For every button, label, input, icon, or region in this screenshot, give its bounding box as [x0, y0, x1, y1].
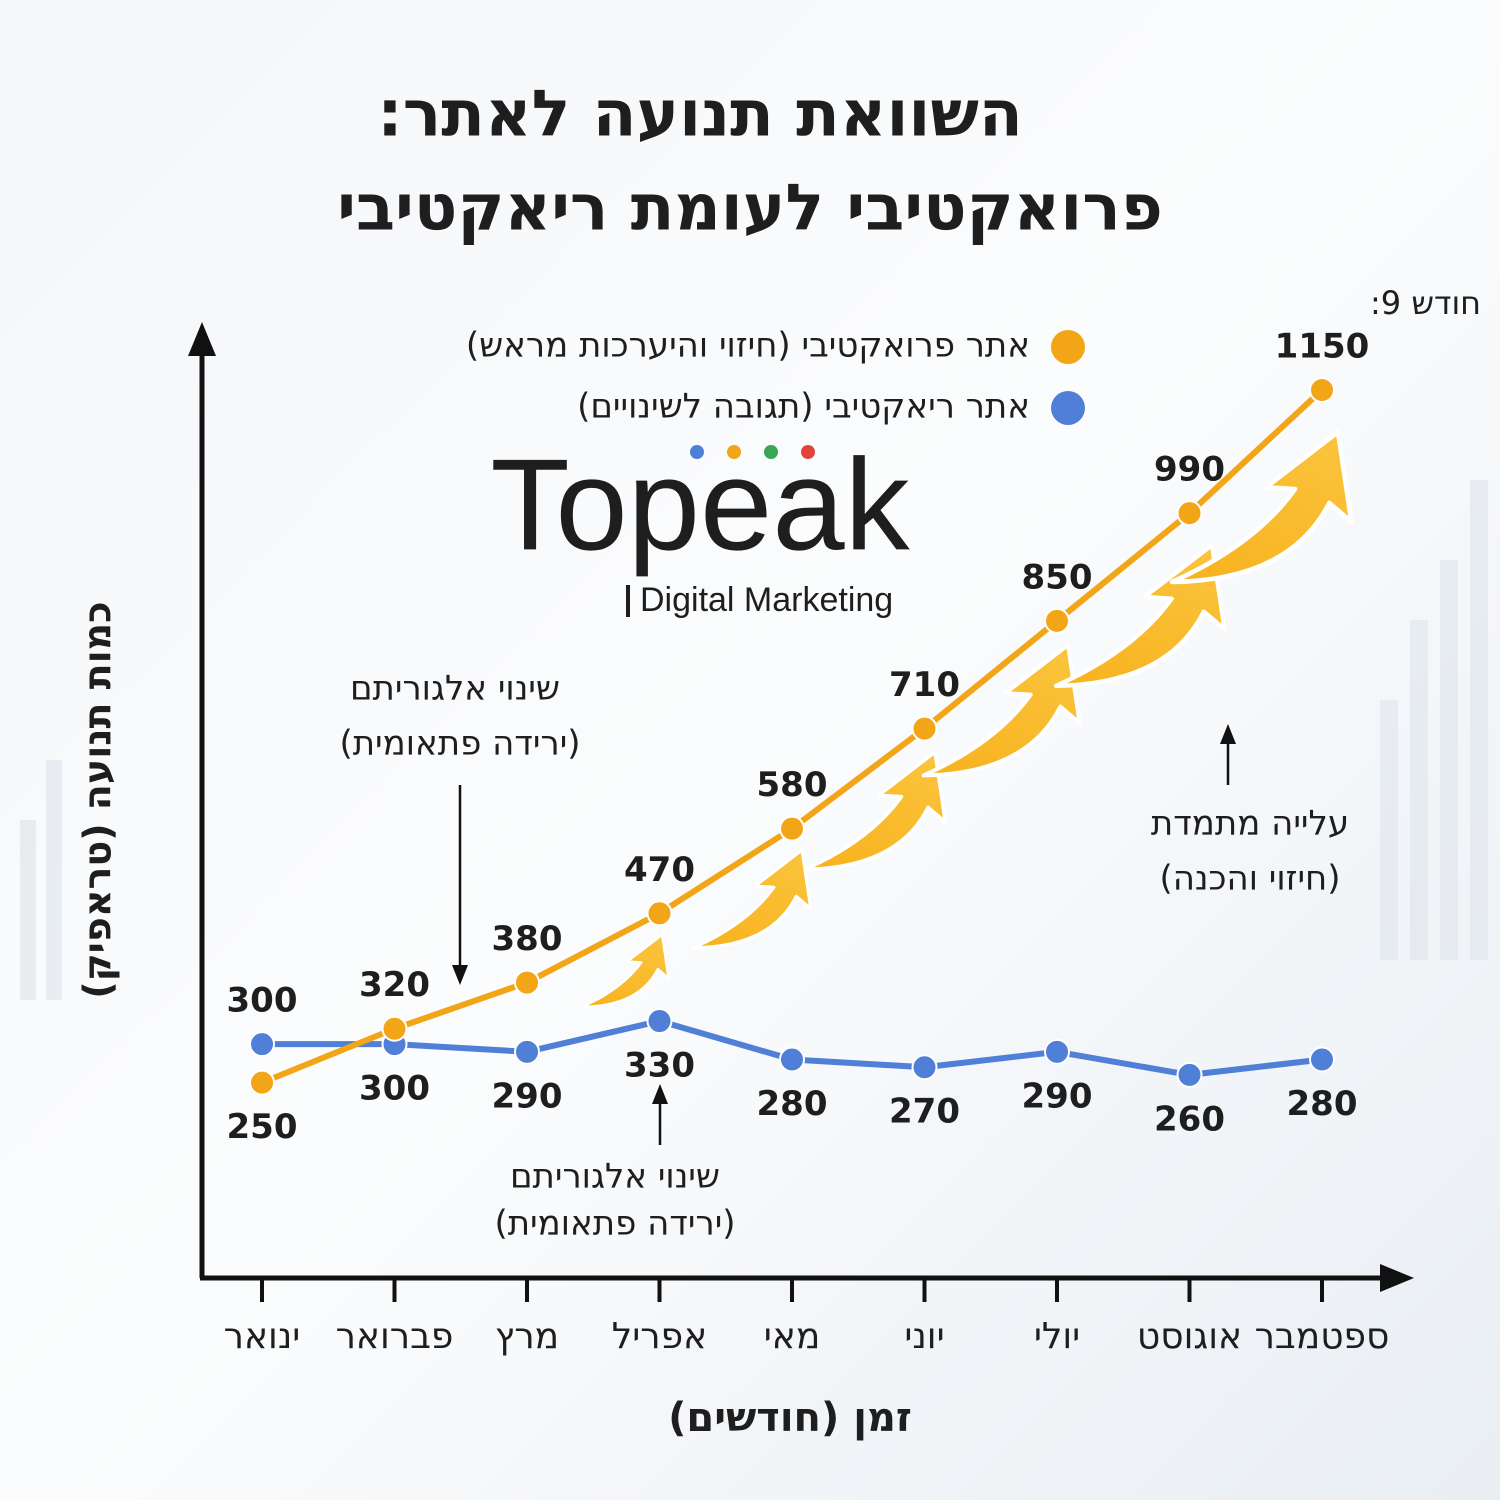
data-label: 470	[624, 850, 695, 890]
annotation-sub: (ירידה פתאומית)	[494, 1204, 735, 1244]
legend-label: אתר פרואקטיבי (חיזוי והיערכות מראש)	[466, 326, 1030, 366]
legend-marker	[1051, 391, 1085, 425]
data-point	[514, 969, 540, 996]
x-tick-label: יוני	[904, 1316, 944, 1357]
data-label: 300	[359, 1069, 430, 1109]
data-point	[1309, 377, 1335, 403]
data-point	[646, 900, 673, 927]
data-point	[646, 1008, 673, 1035]
annotation-arrows	[458, 738, 1230, 1145]
data-label: 330	[624, 1046, 695, 1086]
x-tick-label: אפריל	[612, 1316, 707, 1357]
data-label: 990	[1154, 450, 1225, 490]
x-axis-label: זמן (חודשים)	[668, 1395, 912, 1441]
annotation: שינוי אלגוריתם	[350, 669, 560, 709]
data-label: 380	[492, 919, 563, 959]
chart-title: השוואת תנועה לאתר:	[377, 78, 1023, 152]
data-label: 300	[227, 981, 298, 1021]
data-label: 270	[889, 1092, 960, 1132]
annotation-sub: (ירידה פתאומית)	[339, 724, 580, 764]
data-label: 280	[757, 1084, 828, 1124]
data-label: 290	[492, 1076, 563, 1116]
y-axis-label: כמות תנועה (טראפיק)	[76, 601, 120, 998]
data-label: 850	[1022, 557, 1093, 597]
logo: Topeak Digital Marketing	[490, 431, 910, 619]
data-point	[381, 1015, 408, 1042]
legend-marker	[1051, 330, 1085, 364]
data-point	[911, 715, 938, 742]
data-point	[1176, 500, 1203, 527]
x-tick-label: מאי	[764, 1316, 821, 1357]
data-point	[1309, 1046, 1335, 1073]
logo-name: Topeak	[490, 431, 910, 577]
data-point	[1044, 1038, 1070, 1065]
logo-tagline: Digital Marketing	[640, 581, 893, 619]
data-label: 580	[757, 765, 828, 805]
data-label: 290	[1022, 1076, 1093, 1116]
annotation-sub: (חיזוי והכנה)	[1159, 859, 1340, 899]
data-label: 260	[1154, 1099, 1225, 1139]
legend-label: אתר ריאקטיבי (תגובה לשינויים)	[577, 387, 1030, 427]
x-tick-label: מרץ	[495, 1316, 559, 1357]
data-point	[1044, 607, 1070, 634]
data-point	[514, 1038, 540, 1065]
peak-note: חודש 9:	[1370, 284, 1481, 322]
data-label: 250	[227, 1107, 298, 1147]
x-tick-label: ינואר	[224, 1316, 301, 1357]
data-point	[1176, 1061, 1203, 1088]
x-tick-label: אוגוסט	[1137, 1316, 1242, 1357]
data-label: 710	[889, 665, 960, 705]
data-point	[779, 815, 805, 842]
data-point	[249, 1069, 275, 1096]
data-label: 280	[1287, 1084, 1358, 1124]
chart-title: פרואקטיבי לעומת ריאקטיבי	[337, 172, 1163, 246]
background-bars	[20, 480, 1488, 1000]
axes	[199, 350, 1392, 1281]
x-tick-label: פברואר	[336, 1316, 454, 1357]
annotation: שינוי אלגוריתם	[510, 1157, 720, 1197]
x-tick-label: יולי	[1034, 1316, 1080, 1357]
data-point	[911, 1054, 938, 1081]
annotation: עלייה מתמדת	[1151, 804, 1349, 844]
data-point	[249, 1031, 275, 1058]
x-tick-label: ספטמבר	[1255, 1316, 1390, 1357]
data-point	[779, 1046, 805, 1073]
data-label: 320	[359, 965, 430, 1005]
data-label: 1150	[1275, 327, 1370, 367]
